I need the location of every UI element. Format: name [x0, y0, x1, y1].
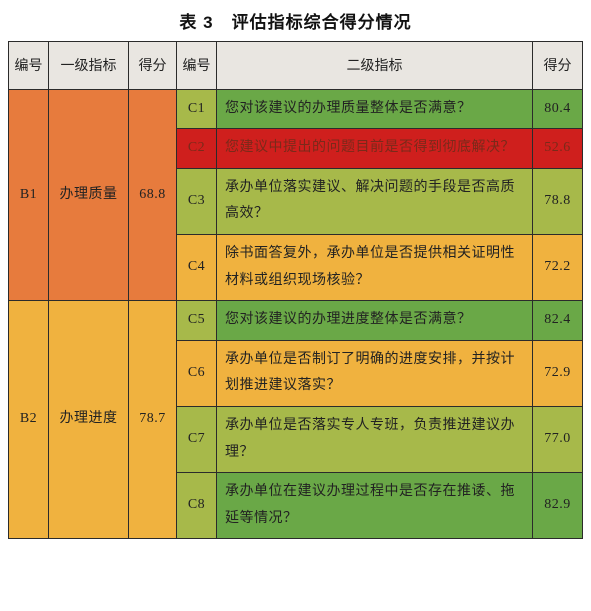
row-id: C7: [177, 406, 217, 472]
row-score: 80.4: [533, 89, 583, 129]
row-score: 82.4: [533, 301, 583, 341]
row-id: C1: [177, 89, 217, 129]
row-score: 52.6: [533, 129, 583, 169]
row-text: 承办单位是否制订了明确的进度安排，并按计划推进建议落实？: [217, 340, 533, 406]
row-text: 承办单位落实建议、解决问题的手段是否高质高效？: [217, 168, 533, 234]
table-row: B1办理质量68.8C1您对该建议的办理质量整体是否满意？80.4: [9, 89, 583, 129]
row-score: 72.9: [533, 340, 583, 406]
row-text: 您建议中提出的问题目前是否得到彻底解决？: [217, 129, 533, 169]
row-id: C6: [177, 340, 217, 406]
row-text: 您对该建议的办理质量整体是否满意？: [217, 89, 533, 129]
group-id: B2: [9, 301, 49, 539]
col-id2: 编号: [177, 42, 217, 90]
col-level1: 一级指标: [49, 42, 129, 90]
row-text: 承办单位在建议办理过程中是否存在推诿、拖延等情况？: [217, 473, 533, 539]
col-level2: 二级指标: [217, 42, 533, 90]
group-score: 68.8: [129, 89, 177, 301]
table-row: B2办理进度78.7C5您对该建议的办理进度整体是否满意？82.4: [9, 301, 583, 341]
col-id: 编号: [9, 42, 49, 90]
header-row: 编号 一级指标 得分 编号 二级指标 得分: [9, 42, 583, 90]
row-id: C4: [177, 234, 217, 300]
row-text: 您对该建议的办理进度整体是否满意？: [217, 301, 533, 341]
row-id: C2: [177, 129, 217, 169]
row-score: 82.9: [533, 473, 583, 539]
col-score1: 得分: [129, 42, 177, 90]
group-name: 办理质量: [49, 89, 129, 301]
group-score: 78.7: [129, 301, 177, 539]
row-score: 77.0: [533, 406, 583, 472]
row-score: 72.2: [533, 234, 583, 300]
row-text: 承办单位是否落实专人专班，负责推进建议办理？: [217, 406, 533, 472]
table-caption: 表 3 评估指标综合得分情况: [8, 8, 583, 33]
row-score: 78.8: [533, 168, 583, 234]
col-score2: 得分: [533, 42, 583, 90]
group-id: B1: [9, 89, 49, 301]
row-id: C8: [177, 473, 217, 539]
row-id: C3: [177, 168, 217, 234]
row-id: C5: [177, 301, 217, 341]
score-table: 编号 一级指标 得分 编号 二级指标 得分 B1办理质量68.8C1您对该建议的…: [8, 41, 583, 539]
row-text: 除书面答复外，承办单位是否提供相关证明性材料或组织现场核验？: [217, 234, 533, 300]
group-name: 办理进度: [49, 301, 129, 539]
